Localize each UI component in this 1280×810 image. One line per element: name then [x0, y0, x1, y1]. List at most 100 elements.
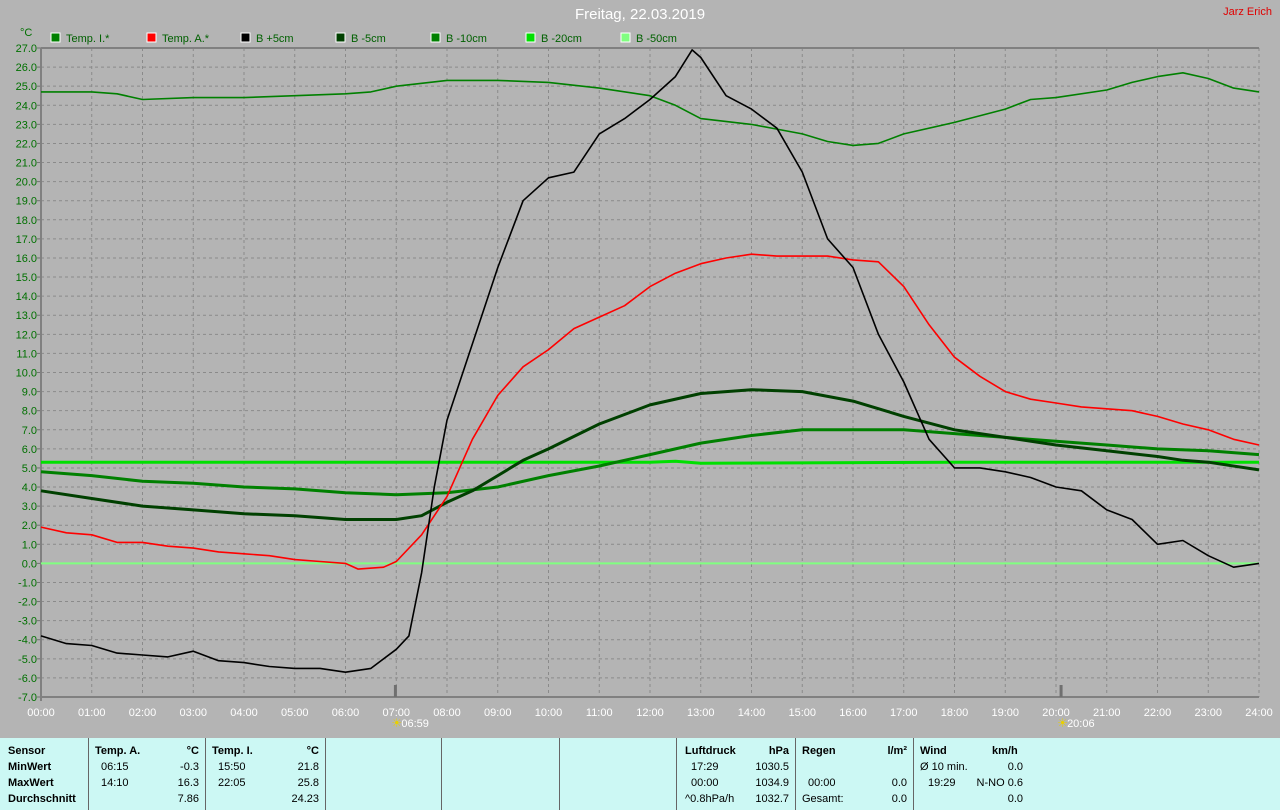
- temp-i-header: Temp. I.: [212, 745, 253, 757]
- pressure-trend: ^0.8hPa/h: [685, 793, 735, 805]
- author-label: Jarz Erich: [1223, 6, 1272, 18]
- x-tick-label: 03:00: [179, 707, 207, 719]
- y-tick-label: 3.0: [22, 501, 37, 513]
- y-tick-label: 25.0: [16, 81, 37, 93]
- legend-label: Temp. I.*: [66, 33, 110, 45]
- y-tick-label: -1.0: [18, 577, 37, 589]
- temp-i-max-time: 22:05: [218, 777, 246, 789]
- y-tick-label: 10.0: [16, 368, 37, 380]
- legend-label: Temp. A.*: [162, 33, 210, 45]
- temp-a-min: -0.3: [180, 761, 199, 773]
- x-tick-label: 11:00: [586, 707, 613, 719]
- temp-i-min: 21.8: [297, 761, 319, 773]
- temp-i-min-time: 15:50: [218, 761, 246, 773]
- legend-swatch: [430, 32, 441, 43]
- legend-swatch: [335, 32, 346, 43]
- wind-third: 0.0: [1007, 793, 1023, 805]
- row-label-min: MinWert: [8, 761, 52, 773]
- sunrise-icon: ☀: [391, 716, 402, 730]
- temp-a-max-time: 14:10: [101, 777, 129, 789]
- x-tick-label: 22:00: [1144, 707, 1172, 719]
- y-tick-label: 7.0: [22, 425, 37, 437]
- x-tick-label: 10:00: [535, 707, 563, 719]
- legend-swatch: [620, 32, 631, 43]
- wind-max-time: 19:29: [928, 777, 956, 789]
- sensor-header: Sensor: [8, 745, 46, 757]
- pressure-min: 1030.5: [755, 761, 789, 773]
- y-tick-label: 26.0: [16, 62, 37, 74]
- wind-header: Wind: [920, 745, 947, 757]
- series-line-b-20cm: [41, 459, 1259, 465]
- temp-a-min-time: 06:15: [101, 761, 129, 773]
- wind-avg: 0.0: [1007, 761, 1023, 773]
- y-axis-unit: °C: [20, 27, 32, 39]
- x-tick-label: 15:00: [788, 707, 816, 719]
- temp-i-avg: 24.23: [291, 793, 319, 805]
- y-tick-label: 27.0: [16, 43, 37, 55]
- rain-max-time: 00:00: [808, 777, 836, 789]
- y-tick-label: 13.0: [16, 310, 37, 322]
- y-tick-label: 17.0: [16, 234, 37, 246]
- temp-i-unit: °C: [306, 745, 319, 757]
- sunset-icon: ☀: [1057, 716, 1068, 730]
- pressure-unit: hPa: [768, 745, 789, 757]
- row-label-avg: Durchschnitt: [8, 793, 76, 805]
- series-line-b-10cm: [40, 428, 1260, 497]
- legend-label: B -10cm: [446, 33, 487, 45]
- row-label-max: MaxWert: [8, 777, 54, 789]
- x-tick-label: 04:00: [230, 707, 258, 719]
- y-tick-label: 9.0: [22, 387, 37, 399]
- legend-label: B -50cm: [636, 33, 677, 45]
- series-line-temp-a-: [40, 253, 1260, 570]
- y-tick-label: 6.0: [22, 444, 37, 456]
- wind-unit: km/h: [992, 745, 1018, 757]
- x-tick-label: 23:00: [1194, 707, 1222, 719]
- series-line-b-5cm: [40, 49, 1260, 674]
- temp-i-column: Temp. I. °C 15:50 21.8 22:05 25.8 24.23: [205, 738, 325, 810]
- y-tick-label: 4.0: [22, 482, 37, 494]
- pressure-column: Luftdruck hPa 17:29 1030.5 00:00 1034.9 …: [676, 738, 795, 810]
- x-tick-label: 09:00: [484, 707, 512, 719]
- legend-swatch: [146, 32, 157, 43]
- wind-max: N-NO 0.6: [976, 777, 1023, 789]
- x-tick-label: 01:00: [78, 707, 106, 719]
- x-tick-label: 08:00: [433, 707, 461, 719]
- y-tick-label: 1.0: [22, 539, 37, 551]
- empty-column: [559, 738, 676, 810]
- sunrise-time: 06:59: [401, 718, 429, 730]
- y-tick-label: 14.0: [16, 291, 37, 303]
- y-tick-label: 16.0: [16, 253, 37, 265]
- x-tick-label: 14:00: [738, 707, 766, 719]
- y-tick-label: 8.0: [22, 406, 37, 418]
- rain-column: Regen l/m² 00:00 0.0 Gesamt: 0.0: [795, 738, 913, 810]
- x-tick-label: 00:00: [27, 707, 55, 719]
- y-tick-label: -4.0: [18, 635, 37, 647]
- wind-column: Wind km/h Ø 10 min. 0.0 19:29 N-NO 0.6 0…: [913, 738, 1280, 810]
- legend-label: B -20cm: [541, 33, 582, 45]
- temp-a-unit: °C: [186, 745, 199, 757]
- statistics-table: Sensor MinWert MaxWert Durchschnitt Temp…: [0, 738, 1280, 810]
- wind-avg-label: Ø 10 min.: [920, 761, 968, 773]
- series-line-temp-i-: [41, 72, 1260, 147]
- y-tick-label: -6.0: [18, 673, 37, 685]
- y-tick-label: 23.0: [16, 119, 37, 131]
- x-tick-label: 21:00: [1093, 707, 1121, 719]
- pressure-avg: 1032.7: [755, 793, 789, 805]
- legend-label: B +5cm: [256, 33, 294, 45]
- temperature-chart: 27.0 26.0 25.0 24.0 23.0 22.0 21.0 20.0 19.0 18.0…: [16, 27, 1273, 730]
- x-tick-label: 18:00: [941, 707, 969, 719]
- y-tick-label: -7.0: [18, 692, 37, 704]
- rain-unit: l/m²: [887, 745, 907, 757]
- x-tick-label: 06:00: [332, 707, 360, 719]
- temp-i-max: 25.8: [297, 777, 319, 789]
- y-tick-label: 2.0: [22, 520, 37, 532]
- legend-swatch: [240, 32, 251, 43]
- x-tick-label: 16:00: [839, 707, 867, 719]
- legend-label: B -5cm: [351, 33, 386, 45]
- y-tick-label: 20.0: [16, 177, 37, 189]
- legend-swatch: [525, 32, 536, 43]
- y-tick-label: 15.0: [16, 272, 37, 284]
- y-tick-label: 22.0: [16, 138, 37, 150]
- x-tick-label: 17:00: [890, 707, 918, 719]
- pressure-max: 1034.9: [755, 777, 789, 789]
